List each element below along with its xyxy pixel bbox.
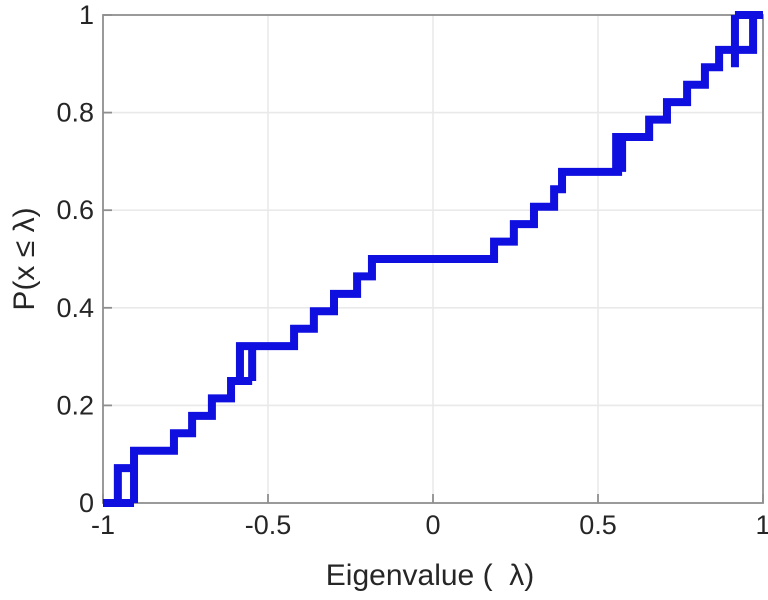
y-tick-label: 0.4 — [56, 293, 94, 323]
y-tick-label: 0.2 — [56, 390, 94, 420]
x-tick-label: 1 — [755, 510, 768, 540]
y-tick-label: 1 — [79, 0, 94, 30]
axes-layer: -1 -0.5 0 0.5 1 0 0.2 0.4 0.6 0.8 1 — [56, 0, 768, 540]
label-layer: Eigenvalue ( λ) P(x ≤ λ) — [8, 207, 534, 592]
y-tick-label: 0 — [79, 488, 94, 518]
x-tick-label: -0.5 — [245, 510, 292, 540]
curve-layer — [103, 11, 763, 507]
x-axis-label: Eigenvalue ( λ) — [326, 559, 534, 592]
x-tick-label: -1 — [91, 510, 115, 540]
x-tick-label: 0 — [425, 510, 440, 540]
y-tick-label: 0.8 — [56, 98, 94, 128]
y-axis-label: P(x ≤ λ) — [8, 207, 41, 310]
ecdf-step-curve — [103, 11, 763, 507]
x-tick-label: 0.5 — [579, 510, 617, 540]
y-tick-label: 0.6 — [56, 195, 94, 225]
